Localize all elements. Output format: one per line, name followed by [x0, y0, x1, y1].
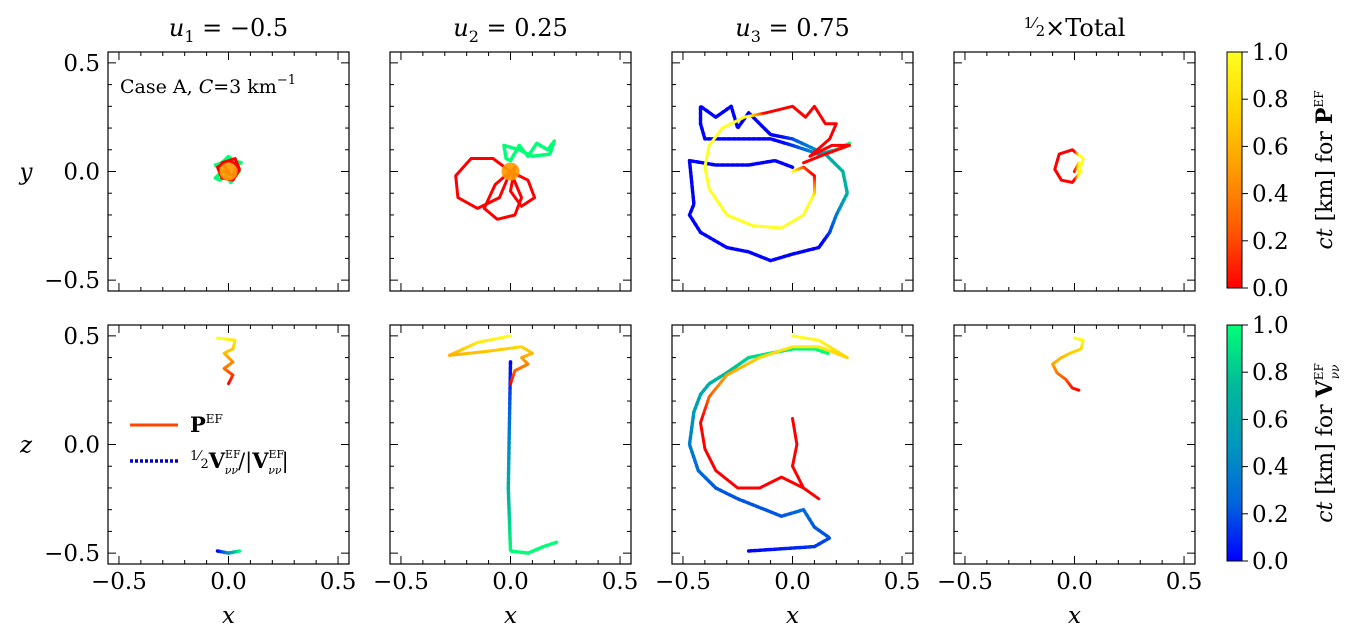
- series-v-z-u3: [687, 347, 832, 553]
- series-p-z-u1: [216, 336, 237, 386]
- colorbar-tick-label: 0.2: [1252, 229, 1289, 255]
- panel-frame: [107, 51, 350, 292]
- colorbar-v: 0.0 0.2 0.4 0.6 0.8 1.0 ct [km] for VEF νν: [1226, 313, 1342, 575]
- case-annotation: Case A, C=3 km−1: [120, 73, 296, 98]
- series-p-y-u2: [454, 157, 537, 221]
- x-tick-label: 0.0: [210, 569, 247, 595]
- y-tick-label: 0.5: [63, 51, 100, 77]
- panel-frame: [671, 51, 914, 292]
- x-tick-label: 0.5: [602, 569, 639, 595]
- y-tick-label: 0.5: [63, 324, 100, 350]
- x-axis-label: x: [222, 603, 235, 629]
- series-v-z-u2: [506, 360, 559, 555]
- panel-y-total: [953, 51, 1196, 292]
- x-tick-label: 0.5: [320, 569, 357, 595]
- x-tick-label: −0.5: [91, 569, 147, 595]
- colorbar-tick-label: 0.8: [1252, 87, 1289, 113]
- x-tick-label: −0.5: [373, 569, 429, 595]
- colorbar-gradient: [1226, 324, 1243, 562]
- column-title: u2 = 0.25: [453, 14, 567, 46]
- colorbar-tick-label: 0.2: [1252, 502, 1289, 528]
- panel-z-total: −0.5 0.0 0.5 x: [937, 324, 1203, 629]
- x-tick-label: −0.5: [937, 569, 993, 595]
- legend-v-label: 1⁄2VEF νν/|VEF νν|: [190, 448, 289, 477]
- x-axis-label: x: [1068, 603, 1081, 629]
- column-title: u3 = 0.75: [735, 14, 849, 46]
- column-title: u1 = −0.5: [169, 14, 288, 46]
- origin-marker: [219, 162, 238, 181]
- panel-y-u1: −0.5 0.0 0.5 y: [19, 51, 350, 294]
- y-tick-label: 0.0: [63, 160, 100, 186]
- colorbar-label: ct [km] for PEF: [1312, 90, 1338, 249]
- x-tick-label: 0.0: [492, 569, 529, 595]
- panel-frame: [389, 324, 632, 565]
- colorbar-tick-label: 0.4: [1252, 182, 1289, 208]
- column-title: 1⁄2×Total: [1024, 14, 1126, 42]
- panel-frame: [953, 51, 1196, 292]
- series-p-z-u3: [699, 334, 849, 501]
- panel-frame: [671, 324, 914, 565]
- panel-z-u2: −0.5 0.0 0.5 x: [373, 324, 639, 629]
- x-axis-label: x: [504, 603, 517, 629]
- series-v-y-u3: [687, 104, 852, 263]
- legend-p-label: PEF: [190, 412, 223, 437]
- x-tick-label: −0.5: [655, 569, 711, 595]
- colorbar-label: ct [km] for VEF νν: [1312, 363, 1342, 523]
- legend: PEF 1⁄2VEF νν/|VEF νν|: [130, 412, 289, 477]
- x-tick-label: 0.5: [1166, 569, 1203, 595]
- colorbar-tick-label: 0.0: [1252, 276, 1289, 302]
- panel-frame: [389, 51, 632, 292]
- colorbar-gradient: [1226, 51, 1243, 289]
- colorbar-p: 0.0 0.2 0.4 0.6 0.8 1.0 ct [km] for PEF: [1226, 40, 1338, 302]
- x-tick-label: 0.0: [774, 569, 811, 595]
- series-v-y-u2: [502, 139, 557, 163]
- colorbar-tick-label: 1.0: [1252, 40, 1289, 66]
- series-p-z-total: [1051, 336, 1085, 392]
- panel-y-u3: [671, 51, 914, 292]
- y-tick-label: 0.0: [63, 433, 100, 459]
- series-v-z-u1: [215, 549, 242, 555]
- panel-frame: [107, 324, 350, 565]
- colorbar-tick-label: 1.0: [1252, 313, 1289, 339]
- panel-z-u3: −0.5 0.0 0.5 x: [655, 324, 921, 629]
- panel-z-u1: −0.5 0.0 0.5 z −0.5 0.0 0.5 x: [19, 324, 356, 629]
- x-axis-label: x: [786, 603, 799, 629]
- colorbar-tick-label: 0.8: [1252, 360, 1289, 386]
- y-tick-label: −0.5: [44, 268, 100, 294]
- panel-frame: [953, 324, 1196, 565]
- x-tick-label: 0.5: [884, 569, 921, 595]
- colorbar-tick-label: 0.6: [1252, 134, 1289, 160]
- series-p-y-u3: [703, 104, 851, 230]
- y-axis-label: z: [19, 433, 33, 459]
- series-p-y-total: [1053, 148, 1085, 184]
- panel-y-u2: [389, 51, 632, 292]
- origin-marker: [501, 162, 520, 181]
- y-tick-label: −0.5: [44, 541, 100, 567]
- x-tick-label: 0.0: [1056, 569, 1093, 595]
- series-p-z-u2: [447, 334, 534, 386]
- colorbar-tick-label: 0.0: [1252, 549, 1289, 575]
- colorbar-tick-label: 0.4: [1252, 455, 1289, 481]
- y-axis-label: y: [19, 160, 34, 186]
- colorbar-tick-label: 0.6: [1252, 407, 1289, 433]
